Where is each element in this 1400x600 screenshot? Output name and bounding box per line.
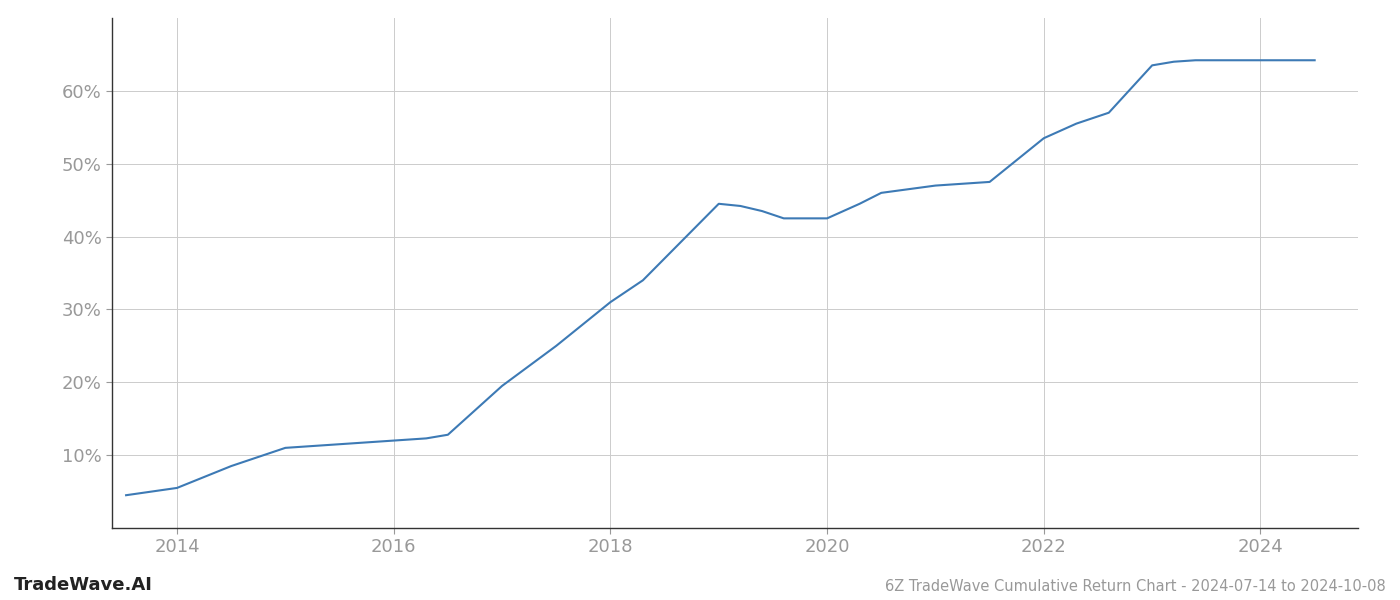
Text: 6Z TradeWave Cumulative Return Chart - 2024-07-14 to 2024-10-08: 6Z TradeWave Cumulative Return Chart - 2… — [885, 579, 1386, 594]
Text: TradeWave.AI: TradeWave.AI — [14, 576, 153, 594]
